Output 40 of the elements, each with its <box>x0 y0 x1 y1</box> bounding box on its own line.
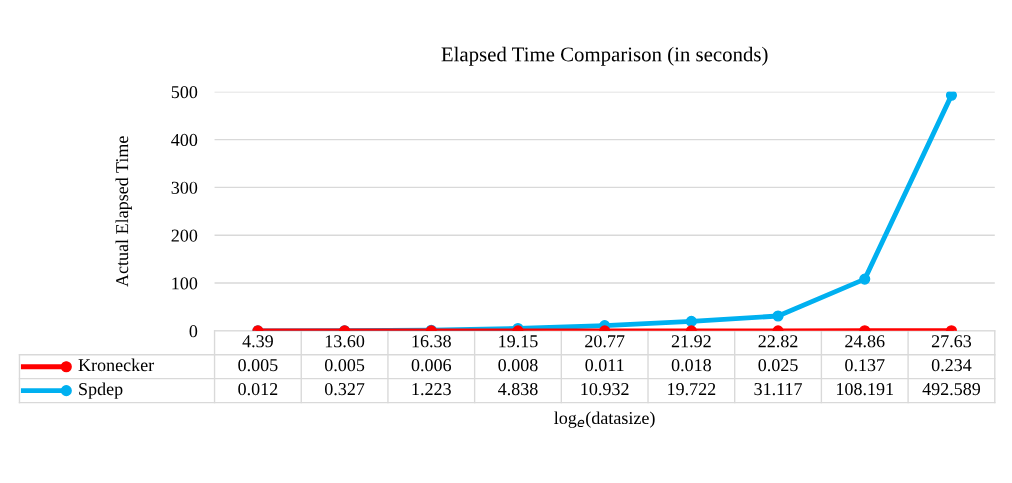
x-tick-label: 13.60 <box>325 335 365 348</box>
data-label: 31.117 <box>754 383 803 396</box>
y-tick-label: 100 <box>172 277 198 290</box>
data-label: 0.018 <box>671 359 711 372</box>
data-label: 0.234 <box>931 359 972 372</box>
x-axis-title: log$_{e}$(datasize) <box>554 411 655 428</box>
data-label: 0.008 <box>498 359 538 372</box>
point <box>859 273 871 285</box>
y-tick-label: 200 <box>171 229 198 242</box>
data-label: 108.191 <box>837 382 894 396</box>
data-label: 19.722 <box>668 383 716 396</box>
data-label: 0.005 <box>238 359 278 372</box>
data-label: 0.025 <box>758 359 798 372</box>
x-tick-label: 24.86 <box>845 335 885 348</box>
data-label: 1.223 <box>412 383 451 396</box>
data-label: 0.006 <box>411 359 452 372</box>
data-label: 0.137 <box>845 359 885 372</box>
y-tick-label: 500 <box>171 86 198 99</box>
y-tick-label: 400 <box>171 133 198 147</box>
x-tick-label: 4.39 <box>242 335 273 348</box>
x-tick-label: 22.82 <box>758 335 798 348</box>
x-tick-label: 19.15 <box>499 335 538 348</box>
data-label: 492.589 <box>922 382 981 396</box>
y-axis-title: Actual Elapsed Time <box>115 136 132 287</box>
x-tick-label: 16.38 <box>412 335 451 348</box>
data-label: 0.327 <box>324 382 365 396</box>
data-label: 0.011 <box>585 359 624 372</box>
legend-label: Kronecker <box>78 358 155 372</box>
y-tick-label: 300 <box>171 181 198 194</box>
data-label: 4.838 <box>498 382 538 396</box>
chart-title: Elapsed Time Comparison (in seconds) <box>441 46 768 66</box>
point <box>945 91 958 101</box>
x-tick-label: 21.92 <box>671 335 711 348</box>
x-tick-label: 20.77 <box>585 335 625 348</box>
x-tick-label: 27.63 <box>931 335 972 348</box>
data-label: 0.005 <box>324 359 365 372</box>
y-tick-label: 0 <box>189 325 198 338</box>
data-label: 0.012 <box>238 382 278 396</box>
data-label: 10.932 <box>581 382 629 396</box>
legend-label: Spdep <box>79 382 123 399</box>
